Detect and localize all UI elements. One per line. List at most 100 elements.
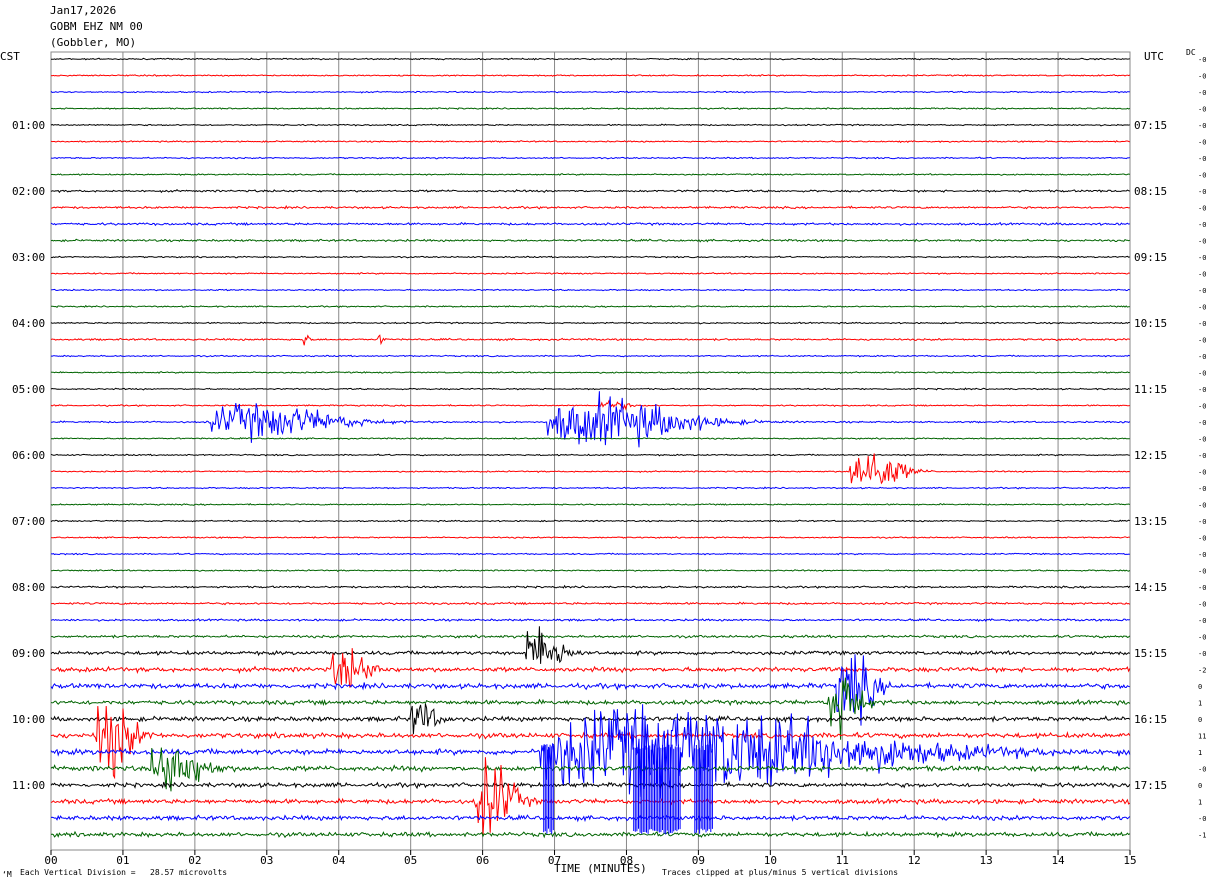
dc-offset-value: -0 [1198,320,1206,328]
dc-offset-value: -0 [1198,535,1206,543]
left-hour-label: 09:00 [12,647,45,660]
trace-row [50,601,1131,606]
right-hour-label: 12:15 [1134,449,1167,462]
dc-offset-value: -0 [1198,188,1206,196]
dc-offset-value: -2 [1198,667,1206,675]
dc-offset-value: -0 [1198,139,1206,147]
dc-offset-value: -0 [1198,568,1206,576]
left-hour-label: 08:00 [12,581,45,594]
trace-row [50,677,1131,740]
dc-offset-value: -0 [1198,205,1206,213]
dc-offset-value: -0 [1198,469,1206,477]
trace-row [50,536,1130,540]
dc-offset-header: DC [1186,48,1196,57]
x-tick-label: 03 [260,854,273,867]
x-tick-label: 05 [404,854,417,867]
header-date: Jan17,2026 [50,4,117,17]
dc-offset-value: 11 [1198,733,1206,741]
left-hour-label: 06:00 [12,449,45,462]
dc-offset-value: -0 [1198,584,1206,592]
dc-offset-value: -0 [1198,337,1206,345]
trace-row [50,437,1130,441]
clip-note: Traces clipped at plus/minus 5 vertical … [662,868,899,877]
dc-offset-value: -0 [1198,601,1206,609]
dc-offset-value: -0 [1198,766,1206,774]
trace-row [50,830,1131,839]
trace-row [50,387,1131,391]
dc-offset-value: -0 [1198,221,1206,229]
trace-row [50,57,1130,61]
dc-offset-value: -0 [1198,551,1206,559]
trace-row [50,399,1130,411]
x-tick-label: 12 [908,854,921,867]
dc-offset-value: -0 [1198,502,1206,510]
trace-row [50,371,1130,375]
dc-offset-value: -0 [1198,353,1206,361]
trace-row [50,705,1131,780]
trace-row [51,304,1130,309]
x-tick-label: 07 [548,854,561,867]
trace-row [51,569,1131,573]
dc-offset-value: -0 [1198,122,1206,130]
dc-offset-value: -0 [1198,403,1206,411]
dc-offset-value: -0 [1198,386,1206,394]
right-hour-label: 16:15 [1134,713,1167,726]
dc-offset-value: -0 [1198,172,1206,180]
x-tick-label: 02 [188,854,201,867]
trace-row [50,634,1131,639]
trace-row [50,486,1130,490]
left-hour-label: 07:00 [12,515,45,528]
trace-row [50,255,1130,259]
trace-row [50,648,1131,688]
trace-row [50,334,1130,346]
right-hour-label: 17:15 [1134,779,1167,792]
scale-note: Each Vertical Division = 28.57 microvolt… [20,868,228,877]
header-location: (Gobbler, MO) [50,36,137,49]
right-hour-label: 10:15 [1134,317,1167,330]
header-station: GOBM EHZ NM 00 [50,20,143,33]
trace-row [50,140,1130,144]
dc-offset-value: -0 [1198,419,1206,427]
dc-offset-value: -0 [1198,287,1206,295]
trace-row [50,780,1131,790]
x-tick-label: 01 [116,854,129,867]
dc-offset-value: -0 [1198,617,1206,625]
dc-offset-value: -0 [1198,452,1206,460]
trace-row [50,205,1130,210]
left-hour-label: 05:00 [12,383,45,396]
left-hour-label: 01:00 [12,119,45,132]
trace-row [50,757,1131,835]
corner-mark: ‘M [2,870,12,879]
trace-row [50,654,1130,726]
right-hour-label: 07:15 [1134,119,1167,132]
dc-offset-value: -0 [1198,436,1206,444]
dc-offset-value: -0 [1198,238,1206,246]
right-hour-label: 14:15 [1134,581,1167,594]
trace-row [50,321,1130,325]
dc-offset-value: -0 [1198,518,1206,526]
dc-offset-value: 1 [1198,749,1202,757]
trace-row [50,238,1130,243]
trace-row [50,519,1130,523]
dc-offset-value: -0 [1198,634,1206,642]
clipped-signal [543,744,554,834]
left-hour-label: 10:00 [12,713,45,726]
x-tick-label: 10 [764,854,777,867]
trace-row [50,188,1130,194]
dc-offset-value: -0 [1198,271,1206,279]
right-hour-label: 13:15 [1134,515,1167,528]
x-tick-label: 11 [836,854,849,867]
right-hour-label: 09:15 [1134,251,1167,264]
dc-offset-value: -0 [1198,56,1206,64]
dc-offset-value: -0 [1198,815,1206,823]
left-hour-label: 02:00 [12,185,45,198]
right-timezone-label: UTC [1144,50,1164,63]
trace-row [50,453,1130,457]
dc-offset-value: 1 [1198,700,1202,708]
dc-offset-value: -0 [1198,73,1206,81]
x-tick-label: 14 [1051,854,1065,867]
dc-offset-value: -0 [1198,304,1206,312]
clipped-signal [694,744,713,834]
x-axis-title: TIME (MINUTES) [554,862,647,875]
